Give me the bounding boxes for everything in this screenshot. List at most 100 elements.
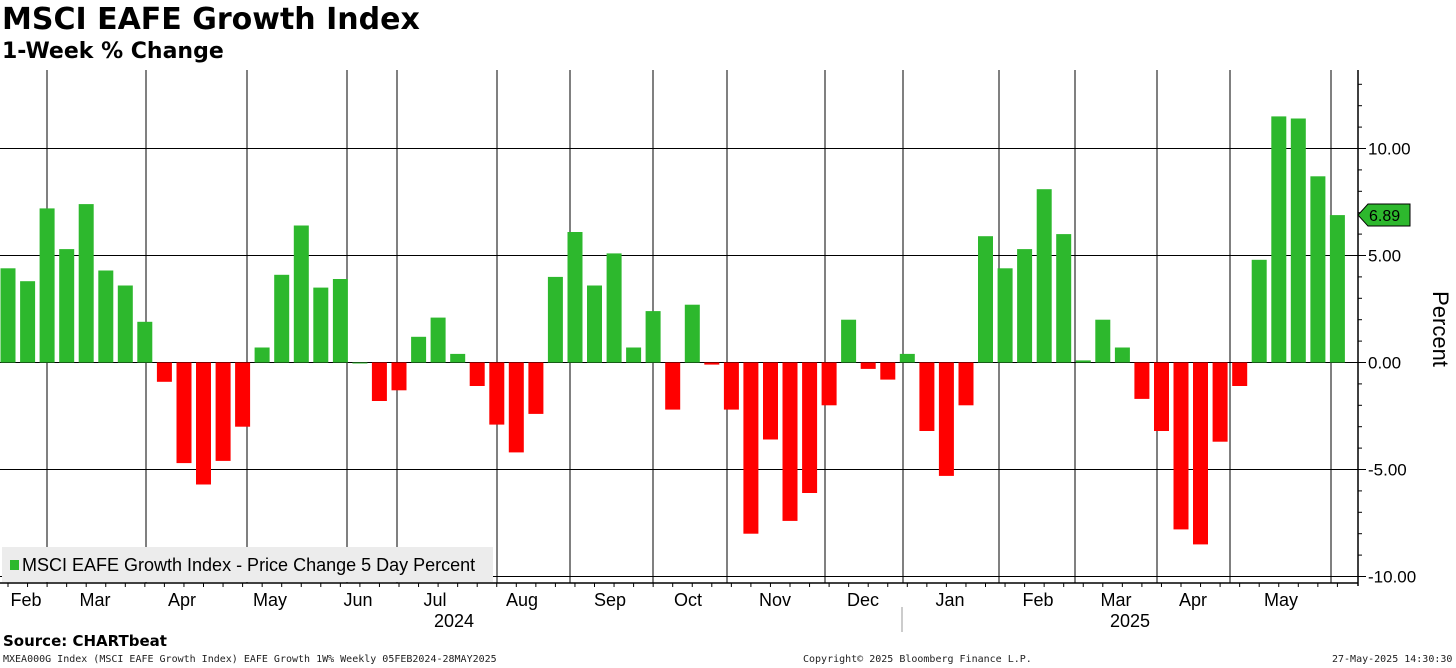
bar [371, 362, 387, 401]
bar [1310, 176, 1326, 363]
x-month-label: Aug [506, 590, 538, 610]
bar [1251, 259, 1267, 363]
bar [508, 362, 524, 453]
bar [587, 285, 602, 363]
bar [1095, 319, 1111, 363]
y-tick-label: -5.00 [1368, 461, 1407, 480]
bar [450, 353, 466, 363]
chart-title: MSCI EAFE Growth Index [2, 2, 420, 37]
x-month-label: Nov [759, 590, 791, 610]
bar [606, 253, 622, 363]
x-year-label: 2024 [434, 611, 474, 631]
bar [1134, 362, 1150, 399]
bar [978, 236, 993, 363]
footer-timestamp: 27-May-2025 14:30:30 [1332, 654, 1453, 665]
bar [1329, 215, 1345, 363]
x-month-label: Dec [847, 590, 879, 610]
bar [743, 362, 759, 534]
bar [215, 362, 231, 461]
bar [1173, 362, 1189, 530]
bar [1036, 189, 1052, 363]
bar [176, 362, 192, 464]
x-month-label: Apr [168, 590, 196, 610]
chart-subtitle: 1-Week % Change [2, 39, 224, 64]
bar [469, 362, 485, 386]
x-month-label: Mar [1101, 590, 1132, 610]
x-month-label: Feb [10, 590, 41, 610]
bar [528, 362, 544, 414]
bar [274, 274, 290, 363]
bar [626, 347, 642, 363]
bar [1290, 118, 1306, 363]
last-value-tag [1357, 203, 1411, 227]
bar [1154, 362, 1169, 431]
bar [802, 362, 818, 493]
source-note: Source: CHARTbeat [3, 632, 167, 650]
bar [391, 362, 407, 391]
bar [841, 319, 857, 363]
bar [411, 336, 427, 363]
y-tick-label: 5.00 [1368, 247, 1401, 266]
bar [489, 362, 505, 425]
bar [1075, 360, 1091, 363]
legend-swatch [10, 560, 19, 570]
bar [567, 232, 583, 363]
bar [704, 362, 720, 365]
bar [821, 362, 837, 406]
bar [39, 208, 55, 363]
x-month-label: Jun [343, 590, 372, 610]
bar [958, 362, 974, 406]
x-month-label: Mar [80, 590, 111, 610]
bar [313, 287, 329, 363]
footer-copyright: Copyright© 2025 Bloomberg Finance L.P. [803, 654, 1032, 665]
bar [1232, 362, 1248, 386]
bar [899, 353, 915, 363]
x-year-label: 2025 [1110, 611, 1150, 631]
bar [78, 204, 94, 363]
x-month-label: Feb [1022, 590, 1053, 610]
bar [763, 362, 778, 440]
x-month-label: Jan [935, 590, 964, 610]
bar [1212, 362, 1228, 442]
bar [156, 362, 172, 382]
bar [137, 321, 153, 363]
bar [59, 249, 75, 363]
bar [880, 362, 896, 380]
bar [919, 362, 935, 431]
y-tick-label: -10.00 [1368, 568, 1416, 587]
x-month-label: Sep [594, 590, 626, 610]
bar [98, 270, 114, 363]
bar [782, 362, 798, 521]
bar [938, 362, 954, 476]
bar [254, 347, 270, 363]
bar [332, 279, 348, 363]
bar [1271, 116, 1287, 363]
bar [547, 276, 563, 363]
x-month-label: Jul [423, 590, 446, 610]
bar [684, 304, 700, 363]
bar [665, 362, 681, 410]
footer-ticker-note: MXEA000G Index (MSCI EAFE Growth Index) … [3, 654, 497, 665]
x-month-label: Apr [1179, 590, 1207, 610]
x-month-label: May [1264, 590, 1298, 610]
x-month-label: Oct [674, 590, 702, 610]
bar [1056, 234, 1072, 363]
last-value-label: 6.89 [1369, 208, 1400, 225]
legend-label: MSCI EAFE Growth Index - Price Change 5 … [22, 555, 475, 575]
bar [196, 362, 211, 485]
bar [293, 225, 309, 363]
bar [117, 285, 133, 363]
legend-box [2, 547, 493, 582]
bar [20, 281, 36, 363]
bar [723, 362, 739, 410]
bar [1017, 249, 1033, 363]
bar [1193, 362, 1208, 545]
bar [1114, 347, 1130, 363]
bar [645, 311, 661, 363]
bar [352, 362, 368, 364]
bar [430, 317, 446, 363]
x-month-label: May [253, 590, 287, 610]
y-tick-label: 0.00 [1368, 354, 1401, 373]
bar [235, 362, 251, 427]
